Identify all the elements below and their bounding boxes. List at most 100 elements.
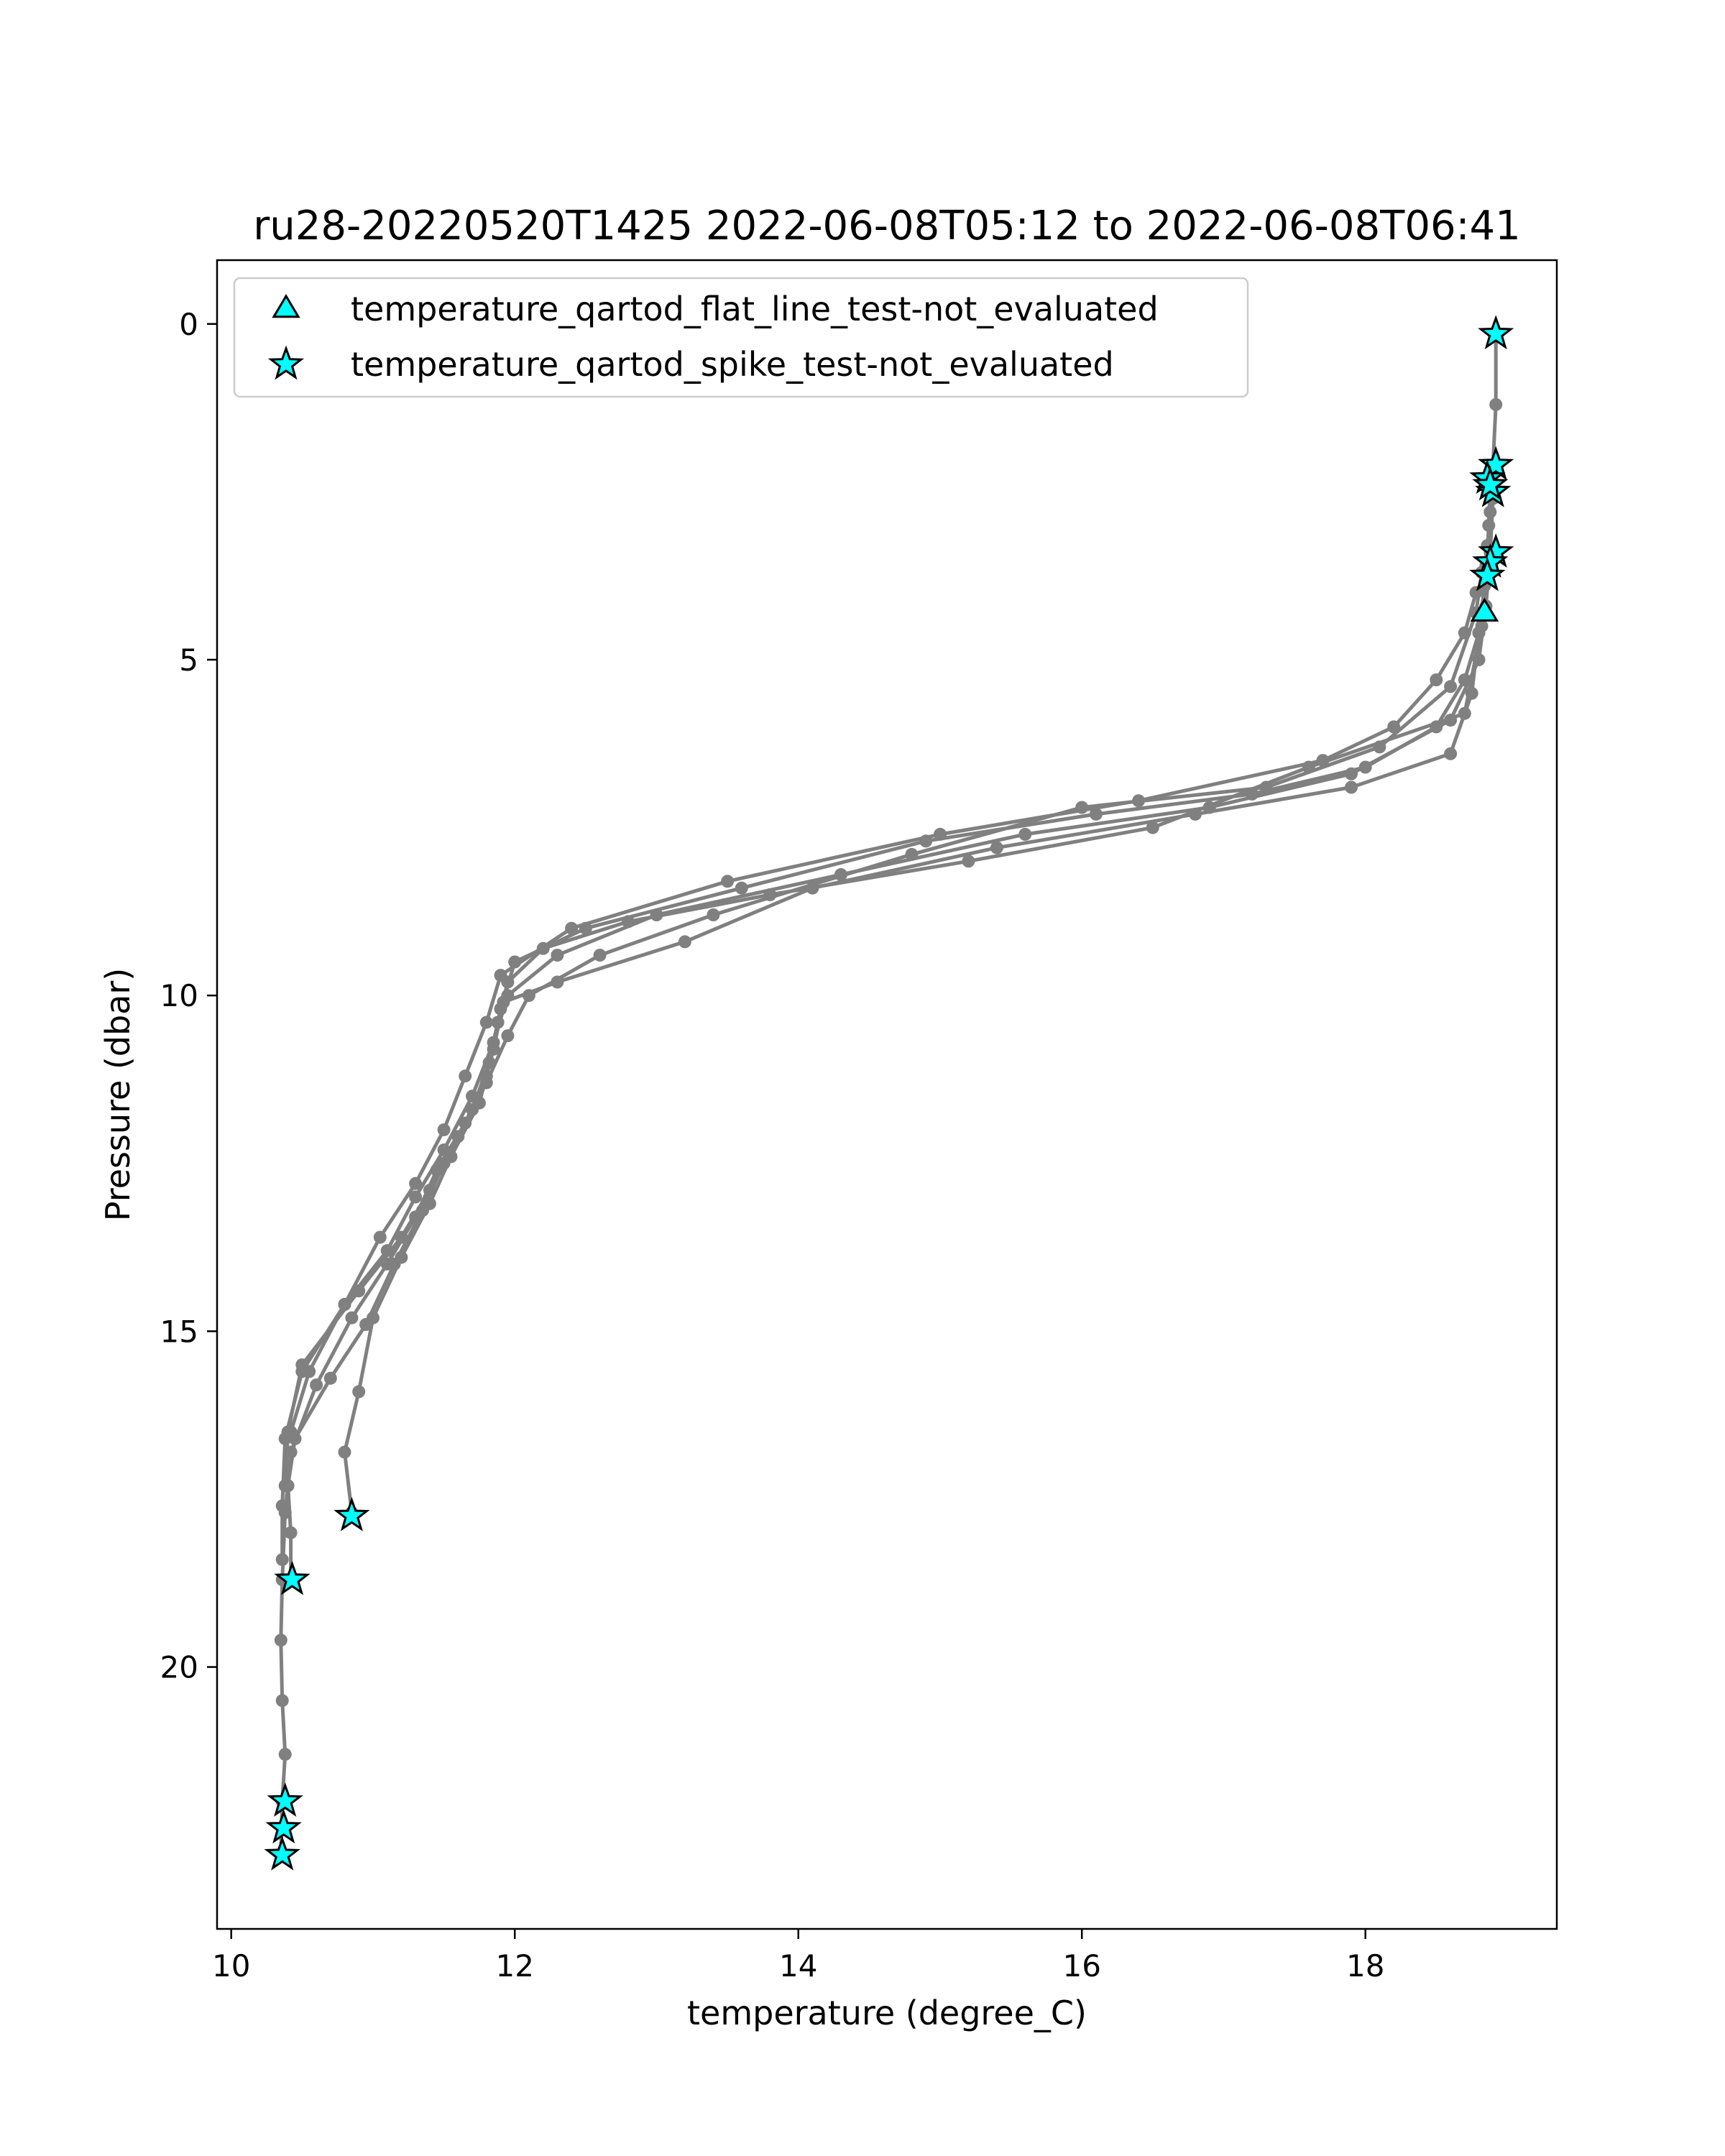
profile-point: [466, 1089, 479, 1103]
legend: temperature_qartod_flat_line_test-not_ev…: [233, 277, 1249, 398]
spike-flag-marker: [267, 1782, 303, 1817]
profile-point: [1444, 714, 1458, 727]
profile-point: [1387, 720, 1401, 734]
profile-point: [278, 1432, 292, 1445]
spike-flag-marker: [1469, 556, 1506, 591]
profile-point: [487, 1036, 500, 1049]
profile-point: [834, 868, 847, 881]
profile-point: [1489, 397, 1503, 411]
profile-point: [275, 1553, 289, 1567]
legend-triangle-marker: [272, 294, 300, 318]
spike-flag-marker: [265, 1809, 302, 1844]
profile-point: [1458, 626, 1471, 640]
profile-point: [275, 1499, 289, 1513]
legend-entry-label: temperature_qartod_spike_test-not_evalua…: [351, 345, 1114, 384]
profile-point: [1373, 740, 1386, 754]
profile-point: [551, 949, 564, 962]
profile-point: [373, 1230, 387, 1244]
profile-point: [721, 875, 735, 888]
flat-line-flag-marker: [1470, 597, 1499, 622]
profile-point: [678, 935, 691, 949]
y-tick-label: 10: [160, 978, 198, 1013]
profile-point: [1018, 827, 1032, 841]
profile-point: [1259, 780, 1273, 794]
legend-star-marker: [267, 345, 305, 380]
profile-point: [1465, 686, 1478, 700]
profile-point: [565, 921, 579, 935]
profile-point: [345, 1311, 359, 1325]
profile-point: [1089, 807, 1103, 821]
y-tick-label: 0: [179, 307, 198, 342]
profile-point: [1316, 754, 1330, 768]
y-tick-label: 20: [160, 1650, 198, 1685]
profile-point: [352, 1385, 366, 1399]
profile-point: [274, 1634, 288, 1647]
profile-point: [451, 1130, 465, 1143]
profile-point: [295, 1365, 309, 1378]
profile-point: [1444, 680, 1458, 694]
x-tick-label: 16: [1062, 1948, 1100, 1984]
profile-point: [310, 1378, 323, 1392]
profile-point: [479, 1015, 493, 1029]
profiles-layer: [274, 327, 1503, 1862]
spike-flag-marker: [334, 1496, 370, 1531]
profile-line-3: [286, 545, 1489, 1580]
profile-point: [650, 908, 663, 921]
profile-point: [275, 1694, 289, 1708]
profile-point: [409, 1190, 423, 1204]
flagged-points-layer: [264, 315, 1514, 1871]
y-tick-label: 15: [160, 1314, 198, 1349]
profile-point: [380, 1244, 394, 1258]
profile-point: [735, 881, 748, 895]
profile-point: [962, 854, 975, 868]
profile-point: [395, 1230, 408, 1244]
legend-box: [233, 277, 1249, 398]
profile-point: [423, 1184, 436, 1197]
profile-point: [1146, 821, 1159, 834]
spike-flag-marker: [274, 1560, 310, 1595]
profile-point: [1202, 801, 1216, 814]
profile-point: [338, 1445, 351, 1459]
profile-point: [359, 1318, 373, 1331]
x-tick-label: 14: [779, 1948, 817, 1984]
spike-flag-marker: [1472, 466, 1509, 501]
x-axis-label: temperature (degree_C): [687, 1994, 1087, 2032]
chart-title: ru28-20220520T1425 2022-06-08T05:12 to 2…: [253, 203, 1520, 249]
x-axis: 10 12 14 16 18: [212, 1929, 1384, 1984]
profile-point: [501, 989, 515, 1003]
x-tick-label: 12: [495, 1948, 533, 1984]
profile-point: [522, 989, 535, 1003]
profile-point: [494, 969, 507, 982]
spike-flag-marker: [1478, 315, 1514, 350]
profile-point: [387, 1257, 401, 1271]
profile-point: [1444, 747, 1458, 760]
spike-flag-marker: [1478, 446, 1514, 481]
profile-point: [278, 1479, 292, 1493]
plot-frame: [216, 259, 1558, 1930]
profile-line-6: [280, 498, 1495, 1560]
x-tick-label: 10: [212, 1948, 250, 1984]
profile-point: [479, 1076, 493, 1089]
profile-point: [501, 1029, 515, 1043]
y-axis: 0 5 10 15 20: [160, 307, 217, 1685]
profile-point: [707, 908, 720, 921]
profile-point: [437, 1123, 451, 1137]
profile-point: [437, 1143, 451, 1157]
profile-point: [278, 1748, 292, 1761]
x-tick-label: 18: [1346, 1948, 1384, 1984]
profile-point: [593, 949, 607, 962]
y-axis-label: Pressure (dbar): [98, 968, 137, 1221]
profile-point: [338, 1298, 351, 1311]
profile-point: [1472, 653, 1486, 666]
y-tick-label: 5: [179, 642, 198, 678]
profile-point: [284, 1526, 298, 1539]
profile-line-5: [289, 591, 1478, 1433]
spike-flag-marker: [264, 1835, 300, 1871]
profile-point: [409, 1176, 423, 1190]
profile-point: [990, 841, 1003, 854]
profile-point: [934, 827, 947, 841]
profile-point: [1469, 586, 1483, 599]
profile-point: [323, 1371, 337, 1385]
